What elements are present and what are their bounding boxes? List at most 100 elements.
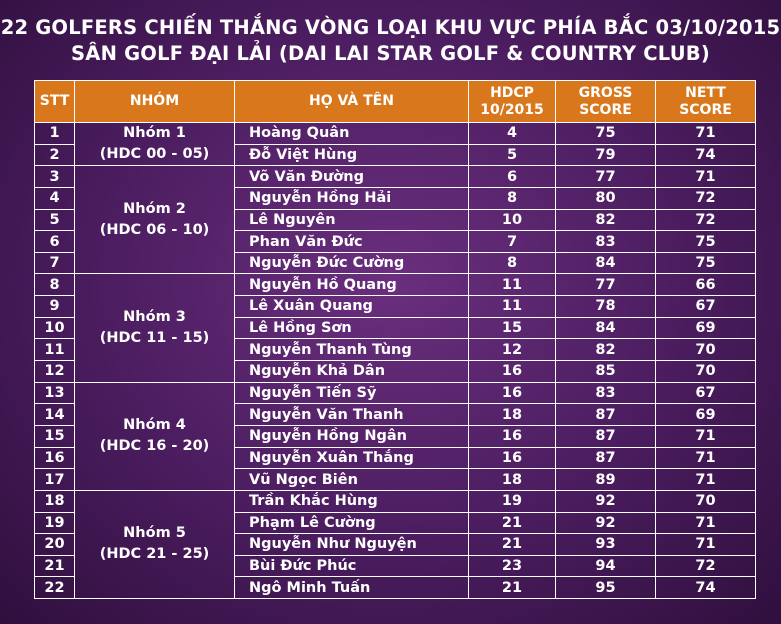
hdcp-cell: 10 <box>468 208 556 232</box>
hdcp-cell: 4 <box>468 122 556 145</box>
stt-cell: 1 <box>34 122 75 145</box>
gross-score-cell: 92 <box>555 489 656 513</box>
player-name-cell: Bùi Đức Phúc <box>234 554 469 578</box>
header-gross-line1: GROSS <box>578 84 633 101</box>
group-name: Nhóm 5 <box>123 525 186 542</box>
nett-score-cell: 69 <box>655 316 756 340</box>
table-row: 1 Nhóm 1 (HDC 00 - 05) Hoàng Quân 4 75 71 <box>34 121 756 167</box>
hdcp-cell: 16 <box>468 360 556 383</box>
table-row: 18 Nhóm 5 (HDC 21 - 25) Trần Khắc Hùng 19 92 7… <box>34 489 756 600</box>
gross-score-cell: 95 <box>555 576 656 600</box>
stt-cell: 19 <box>34 511 75 535</box>
stt-cell: 14 <box>34 403 75 426</box>
group-cell: Nhóm 1 (HDC 00 - 05) <box>74 121 235 167</box>
header-nett-line1: NETT <box>685 84 726 101</box>
nett-score-cell: 70 <box>655 338 756 362</box>
gross-score-cell: 82 <box>555 338 656 362</box>
gross-score-cell: 85 <box>555 360 656 383</box>
player-name-cell: Phan Văn Đức <box>234 230 469 253</box>
hdcp-cell: 15 <box>468 316 556 340</box>
nett-score-cell: 72 <box>655 554 756 578</box>
player-name-cell: Nguyễn Tiến Sỹ <box>234 381 469 405</box>
table-row: 16 Nguyễn Xuân Thắng 16 87 71 <box>34 446 756 470</box>
header-nett-line2: SCORE <box>679 101 732 118</box>
table-header-row: STT NHÓM HỌ VÀ TÊN HDCP 10/2015 GROSS SCOR… <box>34 80 756 123</box>
table-row: 2 Đỗ Việt Hùng 5 79 74 <box>34 143 756 167</box>
stt-cell: 9 <box>34 295 75 318</box>
stt-cell: 3 <box>34 165 75 188</box>
stt-cell: 21 <box>34 554 75 578</box>
group-cell: Nhóm 5 (HDC 21 - 25) <box>74 489 235 600</box>
header-hdcp: HDCP 10/2015 <box>468 80 556 123</box>
player-name-cell: Nguyễn Đức Cường <box>234 251 469 275</box>
nett-score-cell: 75 <box>655 230 756 253</box>
hdcp-cell: 16 <box>468 446 556 470</box>
nett-score-cell: 71 <box>655 446 756 470</box>
results-table: STT NHÓM HỌ VÀ TÊN HDCP 10/2015 GROSS SCOR… <box>34 80 756 600</box>
group-range: (HDC 11 - 15) <box>99 330 210 347</box>
gross-score-cell: 82 <box>555 208 656 232</box>
gross-score-cell: 87 <box>555 446 656 470</box>
stt-cell: 8 <box>34 273 75 297</box>
nett-score-cell: 74 <box>655 143 756 167</box>
gross-score-cell: 94 <box>555 554 656 578</box>
stt-cell: 12 <box>34 360 75 383</box>
stt-cell: 15 <box>34 424 75 448</box>
gross-score-cell: 93 <box>555 533 656 556</box>
player-name-cell: Nguyễn Hồ Quang <box>234 273 469 297</box>
table-row: 6 Phan Văn Đức 7 83 75 <box>34 230 756 253</box>
stt-cell: 2 <box>34 143 75 167</box>
hdcp-cell: 7 <box>468 230 556 253</box>
player-name-cell: Nguyễn Xuân Thắng <box>234 446 469 470</box>
stt-cell: 7 <box>34 251 75 275</box>
table-row: 17 Vũ Ngọc Biên 18 89 71 <box>34 468 756 491</box>
gross-score-cell: 80 <box>555 186 656 210</box>
gross-score-cell: 84 <box>555 251 656 275</box>
nett-score-cell: 71 <box>655 122 756 145</box>
header-group: NHÓM <box>74 80 235 123</box>
player-name-cell: Lê Xuân Quang <box>234 295 469 318</box>
nett-score-cell: 66 <box>655 273 756 297</box>
group-cell: Nhóm 2 (HDC 06 - 10) <box>74 165 235 275</box>
group-range: (HDC 06 - 10) <box>99 221 210 238</box>
group-range: (HDC 00 - 05) <box>99 146 210 163</box>
gross-score-cell: 87 <box>555 424 656 448</box>
nett-score-cell: 71 <box>655 511 756 535</box>
gross-score-cell: 87 <box>555 403 656 426</box>
stt-cell: 4 <box>34 186 75 210</box>
stt-cell: 16 <box>34 446 75 470</box>
gross-score-cell: 77 <box>555 165 656 188</box>
page-subtitle: SÂN GOLF ĐẠI LẢI (DAI LAI STAR GOLF & CO… <box>71 42 710 65</box>
group-cell: Nhóm 3 (HDC 11 - 15) <box>74 273 235 383</box>
hdcp-cell: 16 <box>468 381 556 405</box>
header-hdcp-line2: 10/2015 <box>480 101 544 118</box>
header-gross-line2: SCORE <box>579 101 632 118</box>
hdcp-cell: 8 <box>468 186 556 210</box>
hdcp-cell: 11 <box>468 295 556 318</box>
group-range: (HDC 16 - 20) <box>99 438 210 455</box>
group-name: Nhóm 2 <box>123 200 186 217</box>
nett-score-cell: 71 <box>655 468 756 491</box>
table-row: 4 Nguyễn Hồng Hải 8 80 72 <box>34 186 756 210</box>
group-cell: Nhóm 4 (HDC 16 - 20) <box>74 381 235 491</box>
gross-score-cell: 83 <box>555 230 656 253</box>
player-name-cell: Nguyễn Như Nguyện <box>234 533 469 556</box>
table-row: 10 Lê Hồng Sơn 15 84 69 <box>34 316 756 340</box>
table-row: 9 Lê Xuân Quang 11 78 67 <box>34 295 756 318</box>
stt-cell: 20 <box>34 533 75 556</box>
stt-cell: 18 <box>34 489 75 513</box>
hdcp-cell: 21 <box>468 576 556 600</box>
nett-score-cell: 70 <box>655 360 756 383</box>
hdcp-cell: 18 <box>468 403 556 426</box>
nett-score-cell: 67 <box>655 381 756 405</box>
hdcp-cell: 18 <box>468 468 556 491</box>
gross-score-cell: 79 <box>555 143 656 167</box>
hdcp-cell: 23 <box>468 554 556 578</box>
table-row: 12 Nguyễn Khả Dân 16 85 70 <box>34 360 756 383</box>
player-name-cell: Hoàng Quân <box>234 122 469 145</box>
stt-cell: 5 <box>34 208 75 232</box>
hdcp-cell: 16 <box>468 424 556 448</box>
gross-score-cell: 89 <box>555 468 656 491</box>
gross-score-cell: 83 <box>555 381 656 405</box>
player-name-cell: Nguyễn Hồng Ngân <box>234 424 469 448</box>
